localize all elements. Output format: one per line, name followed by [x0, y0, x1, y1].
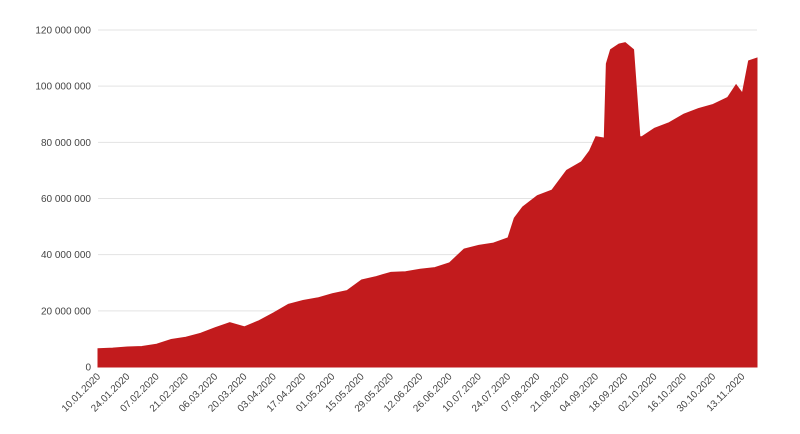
y-tick-label: 120 000 000: [35, 26, 91, 37]
y-tick-label: 20 000 000: [41, 306, 91, 317]
area-series: [97, 42, 758, 368]
x-axis-ticks: 10.01.202024.01.202007.02.202021.02.2020…: [60, 371, 748, 414]
y-tick-label: 80 000 000: [41, 138, 91, 149]
gridlines: [98, 29, 757, 368]
y-tick-label: 0: [85, 363, 91, 374]
y-tick-label: 100 000 000: [35, 82, 91, 93]
y-axis-ticks: 0 20 000 000 40 000 000 60 000 000 80 000 00…: [35, 26, 91, 374]
y-tick-label: 60 000 000: [41, 194, 91, 205]
y-tick-label: 40 000 000: [41, 250, 91, 261]
